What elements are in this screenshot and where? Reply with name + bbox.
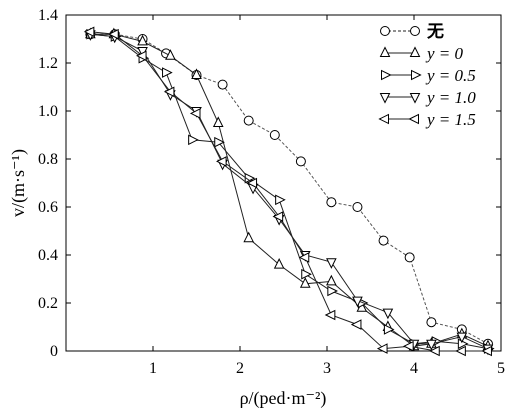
- data-point: [327, 285, 338, 297]
- data-point: [191, 68, 202, 79]
- data-point: [378, 235, 389, 246]
- data-point: [301, 268, 312, 280]
- legend-marker: [381, 69, 392, 81]
- legend-label: 无: [426, 22, 444, 42]
- legend-label: y = 0: [425, 44, 464, 63]
- data-point: [352, 296, 363, 308]
- data-point: [481, 345, 492, 357]
- y-tick-label: 0.6: [38, 199, 58, 216]
- data-point: [243, 231, 255, 243]
- data-point: [215, 156, 227, 167]
- legend-marker: [408, 113, 419, 125]
- legend-marker: [409, 93, 421, 104]
- data-point: [163, 86, 175, 98]
- legend-marker: [410, 26, 420, 36]
- data-point: [352, 202, 363, 212]
- series-line: [90, 33, 489, 345]
- legend-label: y = 1.5: [425, 110, 476, 129]
- data-point: [212, 116, 224, 127]
- data-point: [299, 277, 311, 288]
- data-point: [382, 308, 394, 320]
- data-point: [326, 274, 337, 286]
- data-point: [426, 339, 437, 351]
- data-point: [246, 177, 258, 189]
- data-point: [404, 252, 415, 263]
- x-tick-label: 1: [149, 360, 157, 377]
- data-point: [83, 26, 95, 38]
- data-point: [326, 258, 337, 269]
- data-point: [135, 50, 147, 62]
- x-tick-label: 3: [323, 360, 331, 377]
- x-tick-label: 2: [236, 360, 244, 377]
- data-point: [165, 49, 176, 60]
- legend-item: y = 1.5: [378, 110, 476, 129]
- y-tick-label: 0.2: [38, 295, 58, 312]
- legend-label: y = 0.5: [425, 66, 476, 85]
- data-point: [455, 345, 466, 357]
- data-point: [273, 257, 285, 269]
- legend-marker: [409, 46, 421, 57]
- data-point: [272, 211, 284, 222]
- y-tick-label: 0.8: [38, 151, 58, 168]
- legend-item: 无: [380, 22, 444, 42]
- y-tick-label: 1.0: [38, 103, 58, 120]
- data-point: [383, 324, 395, 335]
- axis-ticks: 1 2 3 4 5 0 0.2 0.4 0.6 0.8 1.0 1.2 1.4: [38, 7, 505, 377]
- data-point: [426, 317, 437, 328]
- series-layer: [83, 26, 495, 357]
- plot-frame: [65, 14, 502, 352]
- data-point: [137, 34, 148, 46]
- data-point: [376, 343, 388, 354]
- data-point: [188, 134, 199, 146]
- data-point: [457, 338, 469, 350]
- legend-marker: [378, 113, 389, 125]
- data-point: [403, 340, 414, 352]
- data-point: [162, 67, 173, 78]
- legend: 无 y = 0 y = 0.5 y = 1.0 y = 1.5: [378, 22, 476, 129]
- series-line: [90, 31, 488, 352]
- series-4: [83, 26, 492, 357]
- data-point: [429, 345, 440, 357]
- legend-item: y = 0: [379, 44, 464, 63]
- legend-marker: [411, 69, 422, 81]
- data-point: [189, 108, 201, 119]
- data-point: [326, 197, 337, 208]
- x-axis-title: ρ/(ped·m⁻²): [240, 388, 327, 409]
- y-axis-title: v/(m·s⁻¹): [8, 149, 29, 217]
- x-tick-label: 4: [410, 360, 418, 377]
- y-tick-label: 0.4: [38, 247, 58, 264]
- data-point: [275, 194, 286, 206]
- data-point: [456, 332, 468, 344]
- data-point: [350, 319, 362, 330]
- data-point: [295, 156, 306, 167]
- legend-marker: [379, 46, 391, 57]
- y-tick-label: 0: [50, 343, 58, 360]
- y-tick-label: 1.4: [38, 7, 58, 24]
- legend-item: y = 1.0: [379, 88, 476, 107]
- series-line: [90, 33, 489, 347]
- data-point: [217, 79, 228, 90]
- data-point: [214, 136, 225, 148]
- legend-item: y = 0.5: [381, 66, 476, 85]
- legend-marker: [379, 93, 391, 104]
- legend-marker: [380, 26, 390, 36]
- data-point: [324, 309, 336, 321]
- data-point: [269, 130, 280, 140]
- x-tick-label: 5: [497, 360, 505, 377]
- data-point: [298, 252, 310, 263]
- data-point: [243, 115, 254, 126]
- legend-label: y = 1.0: [425, 88, 476, 107]
- y-tick-label: 1.2: [38, 55, 58, 72]
- data-point: [108, 28, 119, 40]
